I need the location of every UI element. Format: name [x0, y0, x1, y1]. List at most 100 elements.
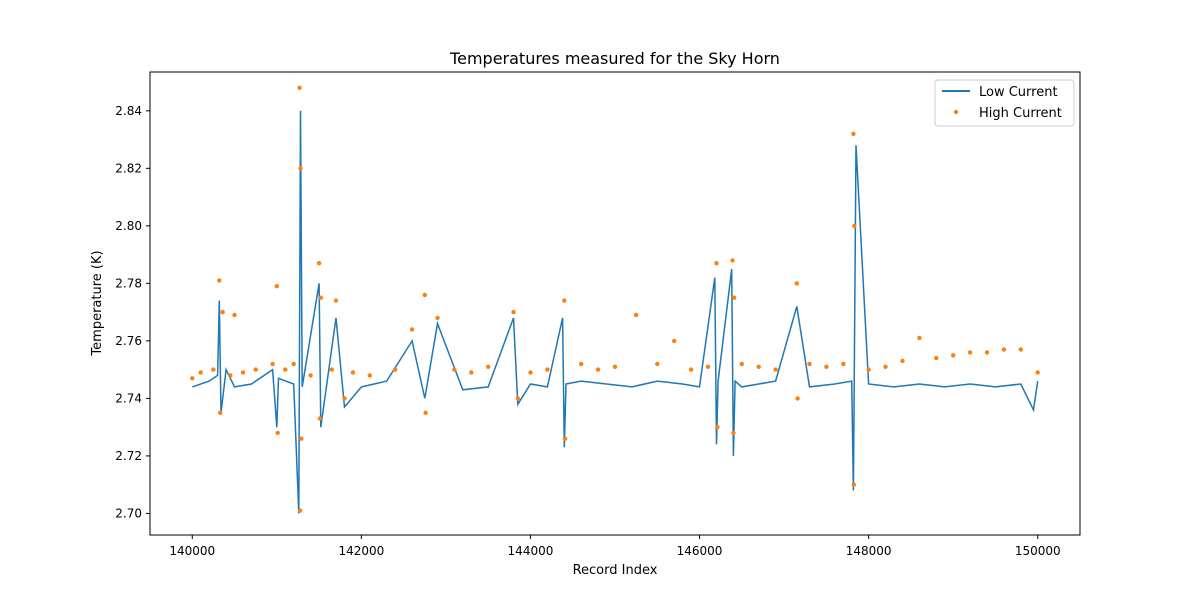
data-point-high-current — [672, 338, 677, 344]
x-tick-label: 148000 — [846, 544, 892, 558]
data-point-high-current — [773, 367, 778, 372]
data-point-high-current — [228, 373, 233, 378]
data-point-high-current — [883, 364, 888, 369]
data-point-high-current — [515, 396, 520, 401]
data-point-high-current — [730, 258, 735, 263]
data-point-high-current — [409, 327, 415, 332]
y-tick-label: 2.78 — [115, 276, 142, 290]
data-point-high-current — [732, 295, 737, 300]
series-line-low-current — [192, 110, 1039, 514]
data-point-high-current — [562, 436, 568, 441]
data-point-high-current — [545, 367, 550, 372]
x-tick-label: 150000 — [1015, 544, 1061, 558]
x-tick-label: 146000 — [677, 544, 723, 558]
x-axis: 140000 142000 144000 146000 148000 150000 — [169, 535, 1061, 558]
y-tick-label: 2.82 — [115, 161, 142, 175]
data-point-high-current — [274, 284, 279, 289]
y-tick-label: 2.76 — [115, 334, 142, 348]
data-point-high-current — [232, 312, 237, 318]
data-point-high-current — [333, 298, 339, 303]
data-point-high-current — [1001, 347, 1007, 352]
data-point-high-current — [917, 335, 922, 341]
data-point-high-current — [731, 430, 736, 436]
data-point-high-current — [297, 85, 302, 91]
data-point-high-current — [951, 353, 956, 358]
y-tick-label: 2.70 — [115, 506, 142, 520]
data-point-high-current — [851, 482, 856, 487]
data-point-high-current — [291, 361, 296, 367]
data-point-high-current — [612, 364, 618, 369]
data-point-high-current — [715, 425, 720, 430]
data-point-high-current — [350, 370, 356, 375]
y-axis-label: Temperature (K) — [90, 250, 105, 356]
x-axis-label: Record Index — [573, 563, 658, 578]
legend-label-high-current: High Current — [979, 106, 1062, 121]
data-point-high-current — [633, 312, 639, 318]
data-point-high-current — [211, 367, 216, 372]
data-point-high-current — [422, 292, 427, 298]
data-point-high-current — [190, 376, 195, 381]
x-tick-label: 142000 — [338, 544, 384, 558]
data-point-high-current — [824, 364, 829, 369]
data-point-high-current — [423, 410, 428, 415]
data-point-high-current — [220, 309, 225, 315]
data-point-high-current — [367, 373, 372, 378]
x-tick-label: 140000 — [169, 544, 215, 558]
data-point-high-current — [218, 410, 223, 415]
data-point-high-current — [528, 370, 533, 375]
data-point-high-current — [795, 396, 800, 401]
data-point-high-current — [688, 367, 694, 372]
legend: Low Current High Current — [934, 79, 1075, 127]
plot-frame — [149, 71, 1081, 536]
data-point-high-current — [240, 370, 246, 375]
data-point-high-current — [316, 261, 322, 266]
data-point-high-current — [739, 361, 744, 367]
data-point-high-current — [841, 361, 846, 367]
y-tick-label: 2.80 — [115, 219, 142, 233]
data-point-high-current — [253, 367, 258, 372]
legend-label-low-current: Low Current — [979, 85, 1058, 100]
data-point-high-current — [984, 350, 990, 355]
data-point-high-current — [198, 370, 203, 375]
data-point-high-current — [486, 364, 491, 369]
data-point-high-current — [967, 350, 973, 355]
data-point-high-current — [297, 508, 303, 513]
data-point-high-current — [298, 166, 303, 171]
data-point-high-current — [299, 436, 304, 441]
data-point-high-current — [1018, 347, 1023, 352]
data-point-high-current — [452, 367, 457, 372]
plot-area — [190, 85, 1040, 514]
data-point-high-current — [511, 309, 516, 315]
y-axis: 2.70 2.72 2.74 2.76 2.78 2.80 2.82 2.84 — [115, 104, 150, 520]
data-point-high-current — [283, 367, 288, 372]
data-point-high-current — [217, 278, 222, 283]
data-point-high-current — [318, 295, 323, 300]
data-point-high-current — [469, 370, 474, 375]
data-point-high-current — [851, 131, 856, 136]
data-point-high-current — [435, 315, 440, 321]
data-point-high-current — [275, 430, 280, 436]
data-point-high-current — [562, 298, 567, 303]
data-point-high-current — [270, 361, 275, 367]
y-tick-label: 2.74 — [115, 391, 142, 405]
data-point-high-current — [794, 281, 799, 286]
y-tick-label: 2.84 — [115, 104, 142, 118]
data-point-high-current — [714, 261, 719, 266]
chart-title: Temperatures measured for the Sky Horn — [449, 49, 780, 68]
data-point-high-current — [934, 355, 939, 361]
data-point-high-current — [342, 396, 347, 401]
data-point-high-current — [393, 367, 398, 372]
data-point-high-current — [1035, 370, 1040, 375]
x-tick-label: 144000 — [508, 544, 554, 558]
data-point-high-current — [329, 367, 334, 372]
data-point-high-current — [866, 367, 871, 372]
y-tick-label: 2.72 — [115, 449, 142, 463]
data-point-high-current — [595, 367, 601, 372]
data-point-high-current — [756, 364, 761, 369]
data-point-high-current — [655, 361, 660, 367]
legend-marker-high-current — [953, 109, 959, 115]
data-point-high-current — [900, 358, 905, 364]
data-point-high-current — [579, 361, 584, 367]
data-point-high-current — [705, 364, 711, 369]
